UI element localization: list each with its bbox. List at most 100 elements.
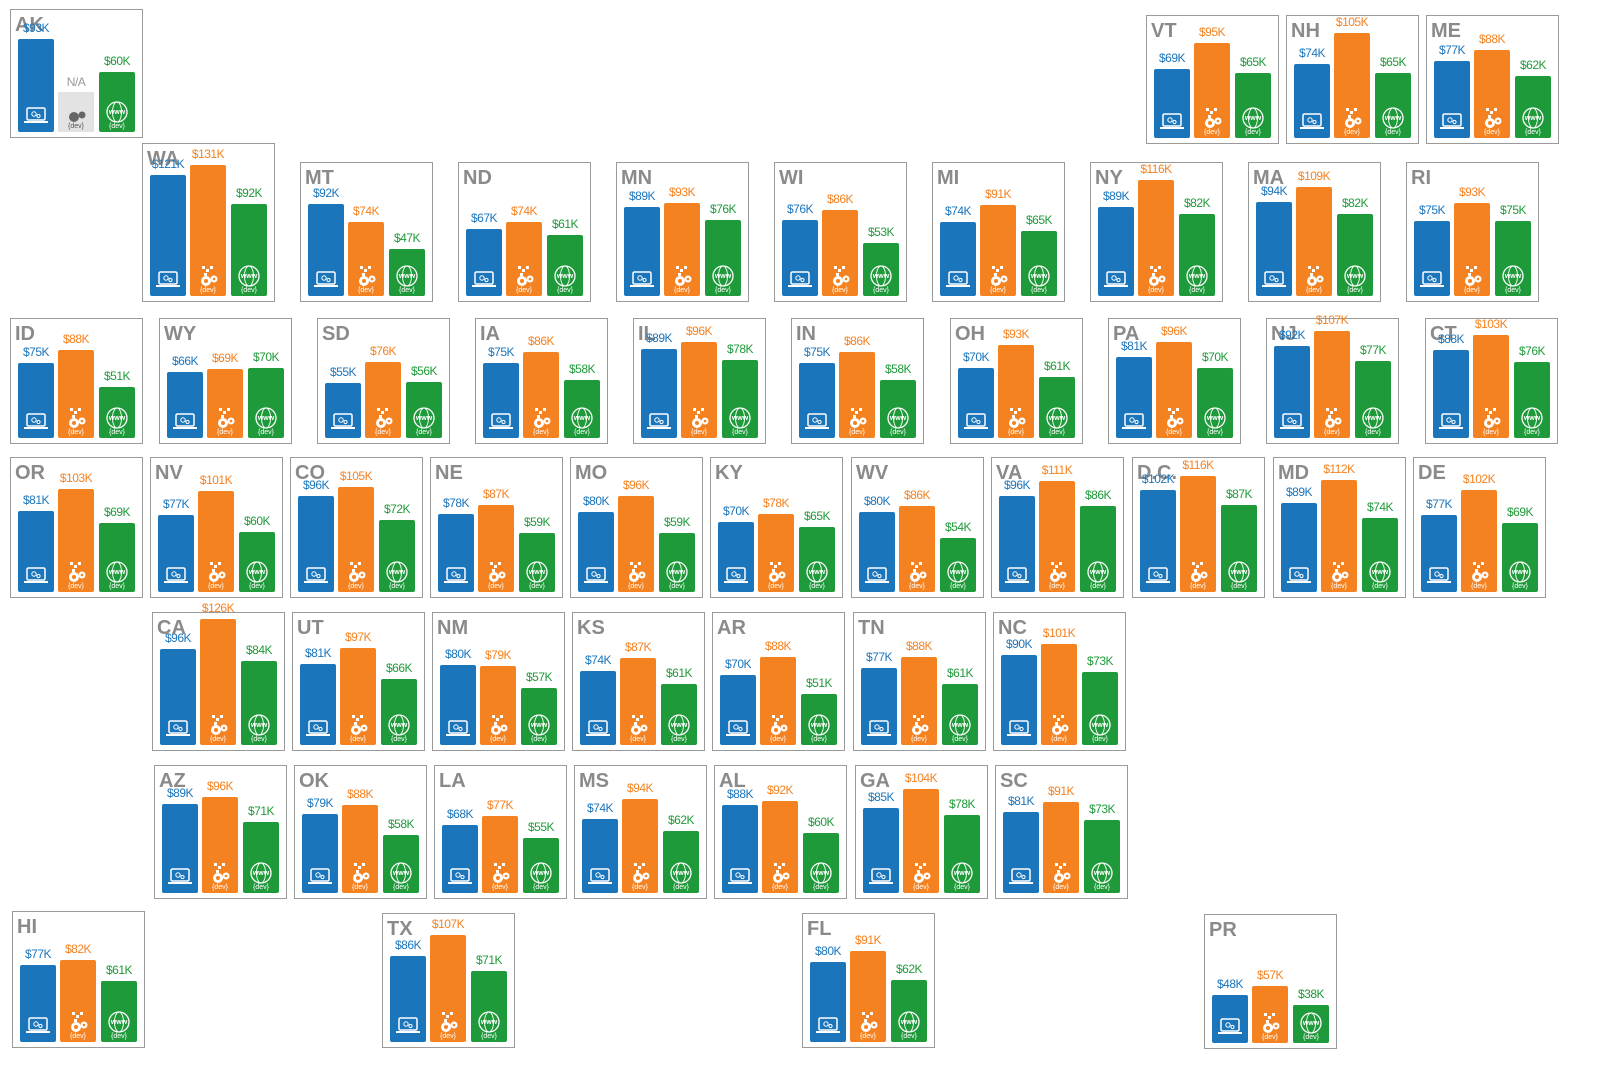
bar: [1252, 986, 1288, 1043]
gear-icon: [364, 874, 368, 878]
state-label: IN: [796, 323, 816, 345]
laptop-icon: [176, 573, 181, 579]
state-label: SC: [1000, 770, 1028, 792]
laptop-icon: [728, 720, 748, 734]
gear-icon: [362, 273, 365, 276]
laptop-icon: [311, 571, 317, 577]
www-label: www: [1230, 569, 1248, 576]
globe-icon: [244, 265, 254, 287]
value-label: $81K: [23, 493, 50, 507]
bar: [1454, 203, 1490, 296]
www-label: www: [1244, 115, 1262, 122]
dev-label: {dev}: [1166, 429, 1183, 436]
gear-icon: [78, 111, 86, 119]
state-label: MA: [1253, 167, 1284, 189]
gear-icon: [216, 870, 219, 873]
dev-label: {dev}: [212, 884, 229, 891]
state-label: IL: [638, 323, 656, 345]
gear-icon: [632, 715, 635, 718]
www-label: www: [1206, 415, 1224, 422]
dev-label: {dev}: [813, 884, 830, 891]
gear-icon: [784, 874, 788, 878]
www-label: www: [670, 722, 688, 729]
gear-icon: [1053, 715, 1056, 718]
www-label: www: [672, 870, 690, 877]
state-tile: ND $67K $74K {dev} $61K www {dev}: [458, 162, 591, 302]
gear-icon: [356, 870, 359, 873]
gear-icon: [522, 269, 525, 272]
bar: [1362, 518, 1398, 592]
bar: [325, 383, 361, 438]
gear-icon: [74, 411, 77, 414]
laptop-icon: [1012, 571, 1018, 577]
gear-icon: [640, 715, 643, 718]
laptop-icon: [591, 571, 597, 577]
gear-icon: [1053, 575, 1057, 579]
dev-label: {dev}: [1306, 287, 1323, 294]
gear-icon: [494, 728, 498, 732]
dev-label: {dev}: [809, 583, 826, 590]
value-label: $93K: [669, 185, 696, 199]
gear-icon: [492, 575, 496, 579]
gear-icon: [224, 874, 228, 878]
bar: [160, 649, 196, 745]
bar: [231, 204, 267, 296]
value-label: $60K: [808, 815, 835, 829]
gear-icon: [678, 279, 682, 283]
dev-label: {dev}: [249, 583, 266, 590]
dev-label: {dev}: [533, 429, 550, 436]
state-tile: LA $68K $77K {dev} $55K www {dev}: [434, 765, 567, 899]
gear-icon: [1488, 115, 1491, 118]
gear-icon: [1473, 562, 1476, 565]
gear-icon: [212, 277, 216, 281]
gear-icon: [870, 1012, 873, 1015]
bar: [471, 971, 507, 1042]
state-tile: TX$86K $107K {dev} $71K www {dev}: [382, 913, 515, 1048]
value-label: $74K: [585, 653, 612, 667]
www-label: www: [1188, 273, 1206, 280]
gear-icon: [216, 718, 219, 721]
gear-icon: [520, 279, 524, 283]
value-label: $77K: [1426, 497, 1453, 511]
www-label: www: [1302, 1020, 1320, 1027]
value-label: $96K: [165, 631, 192, 645]
value-label: $66K: [386, 661, 413, 675]
bar: [248, 368, 284, 438]
www-label: www: [1523, 415, 1541, 422]
laptop-icon: [321, 275, 327, 281]
laptop-icon: [326, 277, 331, 283]
state-label: CA: [157, 617, 186, 639]
value-label: $76K: [370, 344, 397, 358]
gear-icon: [1308, 266, 1311, 269]
gear-icon: [644, 874, 648, 878]
gear-icon: [915, 722, 918, 725]
www-label: www: [257, 415, 275, 422]
value-label: $65K: [1240, 55, 1267, 69]
bar: [722, 805, 758, 893]
gear-icon: [915, 565, 918, 568]
laptop-icon: [958, 277, 963, 283]
value-label: $47K: [394, 231, 421, 245]
dev-label: {dev}: [671, 736, 688, 743]
state-tile: WV $80K $86K {dev} $54K www {dev}: [851, 457, 984, 598]
laptop-icon: [408, 1023, 413, 1029]
state-label: CO: [295, 462, 325, 484]
gear-icon: [70, 562, 73, 565]
state-label: PR: [1209, 919, 1237, 941]
gear-icon: [1020, 419, 1024, 423]
gear-icon: [1065, 874, 1069, 878]
laptop-icon: [807, 413, 827, 427]
laptop-icon: [1111, 275, 1117, 281]
value-label: $56K: [411, 364, 438, 378]
bar: [758, 514, 794, 592]
dev-label: {dev}: [1524, 429, 1541, 436]
value-label: $77K: [1439, 43, 1466, 57]
gear-icon: [1012, 415, 1015, 418]
dev-label: {dev}: [488, 583, 505, 590]
value-label: $105K: [340, 469, 373, 483]
laptop-icon: [1116, 277, 1121, 283]
dev-label: {dev}: [1245, 129, 1262, 136]
dev-label: {dev}: [632, 884, 649, 891]
gear-icon: [202, 266, 205, 269]
gear-icon: [368, 266, 371, 269]
